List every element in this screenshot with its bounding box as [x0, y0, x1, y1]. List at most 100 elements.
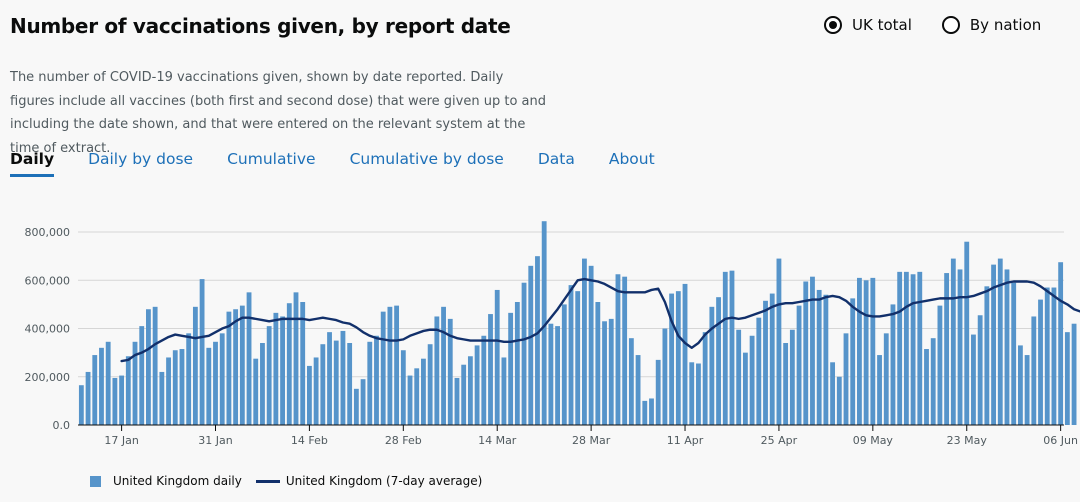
- bar: [903, 271, 909, 425]
- bar: [535, 256, 540, 425]
- bar: [528, 265, 534, 425]
- vaccinations-bar-chart: 0.0 200,000 400,000 600,000 800,000 17 Jan 31…: [25, 221, 1080, 447]
- bar: [172, 350, 178, 425]
- bar: [139, 326, 145, 425]
- bar: [273, 312, 279, 425]
- tab-data[interactable]: Data: [537, 150, 575, 168]
- bar: [313, 357, 319, 425]
- bar: [870, 277, 876, 425]
- area-radio-group: UK total By nation: [824, 16, 1071, 34]
- bar: [1064, 332, 1070, 425]
- bar: [474, 345, 480, 425]
- x-tick-label: 14 Feb: [291, 434, 328, 447]
- legend-average-label: United Kingdom (7-day average): [285, 474, 483, 488]
- chart-bars: [78, 221, 1077, 425]
- x-tick-label: 06 Jun: [1043, 434, 1078, 447]
- bar: [736, 329, 742, 425]
- bar: [447, 318, 453, 425]
- legend-daily-label: United Kingdom daily: [113, 474, 242, 488]
- bar: [441, 306, 446, 425]
- bar: [843, 333, 849, 425]
- y-axis: 0.0 200,000 400,000 600,000 800,000: [25, 226, 71, 432]
- bar: [702, 332, 708, 425]
- radio-checked-icon[interactable]: [824, 16, 842, 34]
- bar: [78, 385, 84, 425]
- bar: [930, 338, 936, 425]
- bar: [186, 333, 192, 425]
- tab-about[interactable]: About: [608, 150, 655, 168]
- bar: [675, 291, 681, 425]
- bar: [642, 400, 648, 425]
- bar: [729, 270, 735, 425]
- x-tick-label: 17 Jan: [104, 434, 138, 447]
- bar: [1058, 262, 1064, 425]
- bar: [481, 335, 487, 425]
- seven-day-average-polyline: [120, 277, 1080, 363]
- legend-bar-swatch-icon: [90, 475, 101, 487]
- bar: [219, 333, 225, 425]
- bar: [119, 375, 125, 425]
- bar: [340, 330, 346, 425]
- bar: [850, 298, 856, 425]
- bar: [99, 347, 104, 425]
- bar: [877, 355, 882, 425]
- radio-by-nation[interactable]: By nation: [941, 16, 1042, 34]
- x-tick-label: 09 May: [853, 434, 894, 447]
- bar: [92, 355, 98, 425]
- x-tick-label: 14 Mar: [478, 434, 517, 447]
- bar: [179, 349, 185, 425]
- bar: [716, 297, 721, 425]
- bar: [1038, 299, 1043, 425]
- bar: [649, 398, 654, 425]
- bar: [924, 349, 929, 425]
- radio-by-nation-label[interactable]: By nation: [969, 16, 1042, 34]
- tab-daily-by-dose[interactable]: Daily by dose: [88, 150, 194, 168]
- bar: [863, 280, 869, 425]
- tab-daily[interactable]: Daily: [10, 150, 55, 177]
- bar: [957, 269, 963, 425]
- bar: [991, 264, 996, 425]
- bar: [756, 317, 762, 425]
- bar: [682, 283, 688, 425]
- bar: [917, 271, 923, 425]
- bar: [293, 292, 299, 425]
- radio-unchecked-icon[interactable]: [941, 16, 960, 34]
- bar: [1004, 269, 1010, 425]
- x-tick-label: 28 Feb: [385, 434, 422, 447]
- bar: [937, 305, 943, 425]
- bar: [602, 321, 607, 425]
- bar: [742, 352, 748, 425]
- bar: [467, 356, 473, 425]
- bar: [152, 306, 158, 425]
- radio-uk-total[interactable]: UK total: [824, 16, 912, 34]
- bar: [628, 338, 634, 425]
- tab-cumulative[interactable]: Cumulative: [227, 150, 316, 168]
- legend-item-average: United Kingdom (7-day average): [255, 474, 483, 488]
- bar: [494, 289, 500, 425]
- bar: [582, 258, 587, 425]
- bar: [461, 364, 467, 425]
- bar: [146, 309, 151, 425]
- bar: [615, 274, 621, 425]
- bar: [555, 326, 560, 425]
- bar: [749, 335, 755, 425]
- tab-cumulative-by-dose[interactable]: Cumulative by dose: [349, 150, 504, 168]
- bar: [635, 355, 641, 425]
- bar: [883, 333, 889, 425]
- y-tick-label: 400,000: [25, 323, 71, 336]
- chart-tabs: Daily Daily by dose Cumulative Cumulativ…: [10, 150, 689, 177]
- bar: [950, 258, 956, 425]
- radio-uk-total-label[interactable]: UK total: [852, 16, 912, 34]
- bar: [85, 371, 91, 425]
- bar: [367, 341, 373, 425]
- bar: [588, 265, 594, 425]
- bar: [306, 365, 312, 425]
- bar: [689, 362, 695, 425]
- bar: [944, 273, 950, 425]
- bar: [776, 258, 782, 425]
- bar: [696, 363, 701, 425]
- bar: [669, 293, 675, 425]
- bar: [280, 316, 285, 425]
- bar: [320, 344, 326, 425]
- bar: [977, 315, 983, 425]
